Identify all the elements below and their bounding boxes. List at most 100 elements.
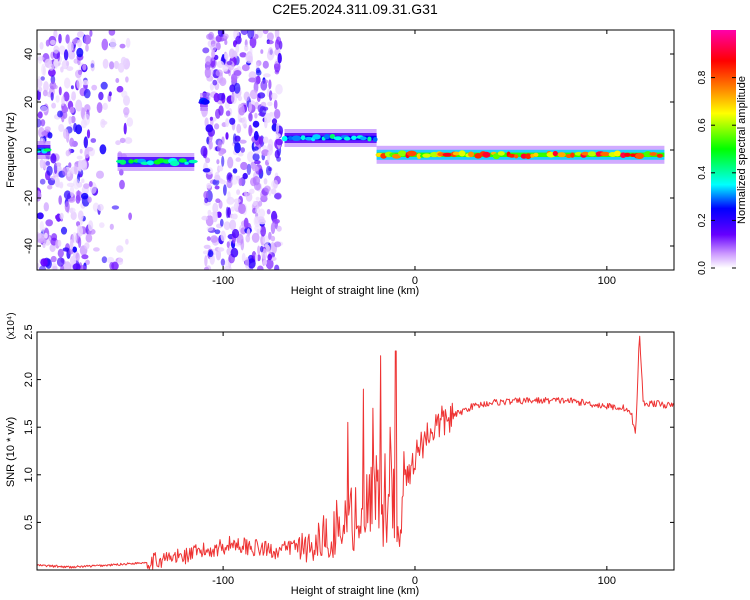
noise-blob	[40, 258, 48, 267]
noise-blob	[117, 257, 124, 265]
noise-blob	[274, 108, 281, 119]
x-tick-label: 0	[412, 275, 418, 287]
noise-blob	[260, 49, 264, 54]
noise-blob	[65, 34, 70, 44]
noise-blob	[258, 208, 266, 218]
noise-blob	[82, 79, 89, 86]
ridge-peak	[458, 150, 466, 157]
noise-blob	[204, 255, 208, 267]
noise-blob	[252, 165, 259, 172]
noise-blob	[258, 218, 266, 225]
ridge-peak	[188, 159, 198, 164]
y-tick-label: 2.5	[23, 324, 35, 339]
ridge-peak	[304, 136, 313, 141]
noise-blob	[267, 151, 271, 163]
noise-blob	[237, 152, 244, 157]
x-tick-label: 0	[412, 575, 418, 587]
noise-blob	[238, 203, 246, 215]
noise-blob	[210, 235, 219, 243]
noise-blob	[215, 42, 221, 51]
ridge-peak	[291, 135, 302, 141]
ridge-peak	[359, 136, 367, 141]
noise-blob	[236, 123, 242, 134]
noise-blob	[69, 106, 75, 114]
colorbar: 0.0 0.2 0.4 0.6 0.8 Normalized spectral ampl…	[697, 30, 748, 275]
noise-blob	[247, 258, 256, 269]
noise-blob	[238, 178, 243, 186]
noise-blob	[275, 138, 283, 146]
noise-blob	[37, 212, 44, 220]
noise-blob	[276, 225, 282, 232]
noise-blob	[221, 155, 225, 167]
noise-blob	[246, 163, 252, 176]
noise-blob	[75, 69, 82, 79]
noise-blob	[270, 188, 277, 195]
noise-region-2	[200, 30, 284, 270]
noise-blob	[233, 70, 242, 76]
ridge-peak	[281, 135, 288, 142]
noise-blob	[258, 200, 263, 207]
noise-blob	[237, 95, 243, 102]
noise-blob	[257, 265, 264, 270]
signal-ridge-1	[116, 153, 198, 171]
noise-blob	[242, 172, 248, 180]
noise-blob	[125, 238, 129, 245]
noise-blob	[119, 43, 126, 49]
noise-blob	[109, 262, 115, 270]
noise-blob	[59, 212, 64, 220]
noise-blob	[216, 144, 222, 152]
noise-blob	[232, 168, 238, 174]
noise-blob	[65, 150, 71, 157]
noise-blob	[277, 52, 282, 64]
noise-blob	[63, 77, 71, 89]
noise-blob	[248, 112, 253, 122]
noise-blob	[236, 189, 241, 195]
noise-blob	[78, 265, 87, 270]
noise-blob	[260, 225, 266, 237]
noise-blob	[274, 63, 280, 70]
spectrogram-panel: -100 0 100 -40 -20 0 20 40 Height of straight l…	[5, 29, 675, 297]
noise-blob	[126, 117, 134, 127]
noise-blob	[227, 191, 231, 201]
x-tick-label: 100	[598, 275, 616, 287]
noise-blob	[46, 165, 53, 176]
noise-blob	[37, 75, 41, 86]
noise-blob	[262, 259, 268, 266]
y-tick-label: 1.5	[23, 420, 35, 435]
ridge-peak	[170, 160, 180, 167]
noise-blob	[38, 265, 47, 270]
ridge-peak	[300, 135, 306, 141]
noise-blob	[230, 206, 235, 212]
noise-blob	[37, 262, 40, 269]
ridge-peak	[373, 137, 378, 142]
noise-blob	[204, 67, 212, 79]
noise-blob	[231, 228, 240, 239]
noise-blob	[124, 137, 133, 144]
spectrogram-y-axis-label: Frequency (Hz)	[5, 112, 17, 188]
noise-blob	[263, 73, 271, 78]
noise-blob	[101, 120, 108, 125]
noise-blob	[268, 90, 273, 101]
noise-blob	[108, 30, 116, 36]
noise-blob	[202, 47, 210, 54]
noise-blob	[37, 190, 42, 202]
noise-blob	[205, 124, 214, 133]
noise-blob	[273, 179, 278, 189]
noise-blob	[255, 69, 262, 76]
noise-blob	[249, 89, 258, 100]
noise-blob	[74, 163, 78, 175]
noise-blob	[81, 192, 89, 200]
noise-blob	[244, 257, 250, 269]
noise-blob	[274, 149, 280, 159]
noise-blob	[271, 118, 278, 125]
noise-blob	[265, 258, 274, 270]
noise-blob	[53, 45, 60, 54]
noise-blob	[76, 77, 82, 90]
noise-blob	[214, 185, 220, 190]
noise-blob	[41, 131, 48, 136]
noise-blob	[235, 35, 242, 45]
noise-blob	[257, 92, 266, 99]
noise-blob	[249, 45, 253, 57]
noise-blob	[72, 263, 81, 270]
noise-blob	[270, 241, 275, 251]
